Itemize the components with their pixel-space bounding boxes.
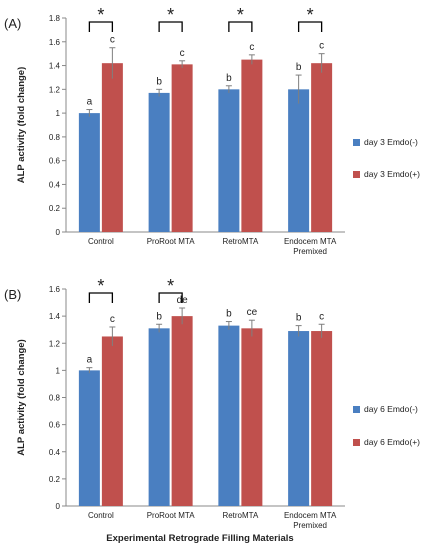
legend-entry: day 6 Emdo(-) (364, 404, 418, 414)
bar-plus (171, 64, 193, 232)
category-label: Premixed (293, 521, 327, 530)
bar-minus (288, 331, 310, 506)
legend-entry: day 3 Emdo(-) (364, 137, 418, 147)
significance-letter: b (226, 73, 232, 84)
y-tick-label: 1.8 (49, 14, 61, 23)
significance-letter: b (156, 311, 162, 322)
category-label: Premixed (293, 247, 327, 256)
legend-swatch (353, 139, 360, 146)
legend-swatch (353, 406, 360, 413)
y-tick-label: 1.2 (49, 339, 61, 348)
significance-letter: c (110, 35, 115, 46)
y-tick-label: 1.4 (49, 62, 61, 71)
significance-bracket (88, 21, 114, 32)
y-tick-label: 0.4 (49, 180, 61, 189)
significance-star: * (307, 5, 314, 25)
significance-bracket (297, 21, 323, 32)
y-tick-label: 1.4 (49, 312, 61, 321)
significance-letter: c (249, 42, 254, 53)
significance-star: * (97, 276, 104, 296)
bar-plus (311, 63, 333, 232)
category-label: ProRoot MTA (147, 237, 196, 246)
y-tick-label: 1 (56, 366, 61, 375)
significance-letter: de (177, 295, 189, 306)
chart-panel-a (62, 17, 360, 233)
significance-star: * (167, 276, 174, 296)
significance-letter: b (296, 313, 302, 324)
significance-letter: b (226, 309, 232, 320)
y-tick-label: 0.4 (49, 448, 61, 457)
y-tick-label: 0 (56, 502, 61, 511)
significance-letter: b (296, 62, 302, 73)
significance-star: * (167, 5, 174, 25)
category-label: Control (88, 237, 114, 246)
y-axis-label: ALP activity (fold change) (16, 339, 27, 455)
significance-bracket (158, 292, 183, 303)
significance-bracket (88, 292, 114, 303)
bar-minus (218, 325, 240, 506)
y-tick-label: 1 (56, 109, 61, 118)
bar-minus (288, 89, 310, 232)
significance-letter: b (156, 76, 162, 87)
y-tick-label: 0.6 (49, 157, 61, 166)
bar-plus (101, 336, 123, 506)
y-tick-label: 0.6 (49, 421, 61, 430)
panel-label: (A) (4, 16, 21, 31)
y-tick-label: 1.6 (49, 285, 61, 294)
significance-star: * (237, 5, 244, 25)
y-tick-label: 0.8 (49, 133, 61, 142)
significance-bracket (158, 21, 183, 32)
category-label: RetroMTA (222, 237, 259, 246)
y-tick-label: 1.2 (49, 85, 61, 94)
bar-plus (101, 63, 123, 232)
legend-entry: day 3 Emdo(+) (364, 169, 420, 179)
significance-letter: c (319, 41, 324, 52)
significance-letter: a (87, 97, 93, 108)
significance-letter: c (319, 311, 324, 322)
bar-plus (311, 331, 333, 506)
y-axis-label: ALP activity (fold change) (16, 67, 27, 183)
x-axis-label: Experimental Retrograde Filling Material… (106, 533, 293, 544)
y-tick-label: 0.8 (49, 394, 61, 403)
category-label: Control (88, 511, 114, 520)
category-label: Endocem MTA (284, 511, 337, 520)
y-tick-label: 1.6 (49, 38, 61, 47)
bar-minus (218, 89, 240, 232)
y-tick-label: 0.2 (49, 475, 61, 484)
significance-letter: a (87, 355, 93, 366)
bar-plus (241, 59, 263, 232)
category-label: Endocem MTA (284, 237, 337, 246)
y-tick-label: 0.2 (49, 204, 61, 213)
legend-swatch (353, 171, 360, 178)
significance-star: * (97, 5, 104, 25)
legend-swatch (353, 439, 360, 446)
bar-minus (148, 328, 170, 506)
panel-label: (B) (4, 287, 21, 302)
significance-letter: ce (247, 307, 258, 318)
bar-minus (78, 370, 100, 506)
bar-plus (241, 328, 263, 506)
bar-minus (78, 113, 100, 232)
category-label: ProRoot MTA (147, 511, 196, 520)
significance-letter: c (110, 314, 115, 325)
bar-plus (171, 316, 193, 506)
significance-bracket (228, 21, 253, 32)
chart-panel-b (62, 288, 360, 507)
category-label: RetroMTA (222, 511, 259, 520)
legend-entry: day 6 Emdo(+) (364, 437, 420, 447)
significance-letter: c (180, 48, 185, 59)
y-tick-label: 0 (56, 228, 61, 237)
bar-minus (148, 92, 170, 233)
